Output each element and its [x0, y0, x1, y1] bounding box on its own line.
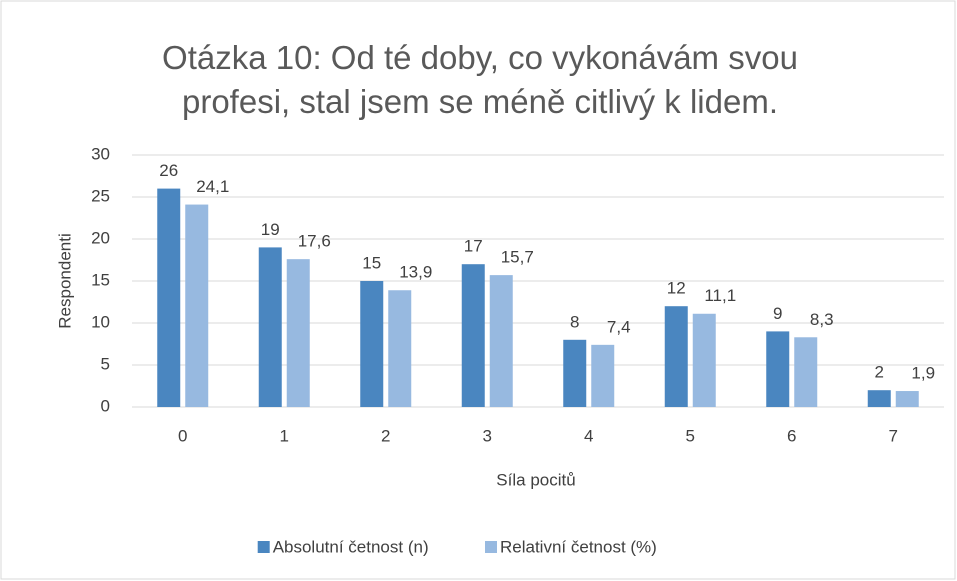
bar — [258, 247, 282, 407]
data-label: 7,4 — [607, 317, 631, 336]
bar — [286, 259, 310, 407]
bar — [766, 331, 790, 407]
data-label: 19 — [261, 220, 280, 239]
bar — [664, 306, 688, 407]
data-label: 26 — [159, 161, 178, 180]
data-label: 8,3 — [810, 310, 834, 329]
data-label: 8 — [570, 312, 579, 331]
x-tick-label: 6 — [787, 426, 796, 445]
data-label: 13,9 — [399, 263, 432, 282]
x-tick-label: 2 — [381, 426, 390, 445]
y-tick-label: 5 — [101, 354, 110, 373]
data-label: 15 — [362, 253, 381, 272]
x-axis-label: Síla pocitů — [496, 470, 575, 489]
y-tick-label: 0 — [101, 396, 110, 415]
legend-swatch — [485, 541, 497, 553]
data-label: 15,7 — [501, 248, 534, 267]
x-tick-label: 4 — [584, 426, 593, 445]
x-tick-label: 3 — [483, 426, 492, 445]
bar — [563, 339, 587, 407]
bar — [591, 344, 615, 407]
chart-title: Otázka 10: Od té doby, co vykonávám svou… — [162, 39, 798, 120]
legend-label: Relativní četnost (%) — [500, 537, 657, 556]
data-label: 2 — [875, 363, 884, 382]
data-label: 11,1 — [704, 286, 736, 305]
data-label: 17,6 — [298, 232, 331, 251]
data-label: 9 — [773, 304, 782, 323]
y-tick-label: 10 — [91, 312, 110, 331]
legend-label: Absolutní četnost (n) — [273, 537, 429, 556]
y-tick-label: 25 — [91, 186, 110, 205]
bar — [461, 264, 485, 407]
data-label: 1,9 — [911, 364, 935, 383]
bar — [489, 275, 513, 407]
y-axis-label: Respondenti — [55, 233, 74, 328]
x-tick-label: 1 — [280, 426, 289, 445]
bar — [895, 391, 919, 407]
x-tick-label: 5 — [686, 426, 695, 445]
bar — [692, 313, 716, 407]
data-label: 17 — [464, 237, 483, 256]
data-label: 24,1 — [196, 177, 229, 196]
bar — [388, 290, 412, 407]
bar — [157, 188, 181, 407]
y-tick-label: 15 — [91, 270, 110, 289]
bar — [867, 390, 891, 407]
bar — [794, 337, 818, 407]
data-label: 12 — [667, 279, 686, 298]
bar — [360, 281, 384, 407]
x-tick-label: 7 — [889, 426, 898, 445]
legend-swatch — [257, 541, 270, 553]
y-tick-label: 30 — [91, 144, 110, 163]
x-tick-label: 0 — [178, 426, 187, 445]
y-tick-label: 20 — [91, 228, 110, 247]
bar — [185, 204, 209, 407]
